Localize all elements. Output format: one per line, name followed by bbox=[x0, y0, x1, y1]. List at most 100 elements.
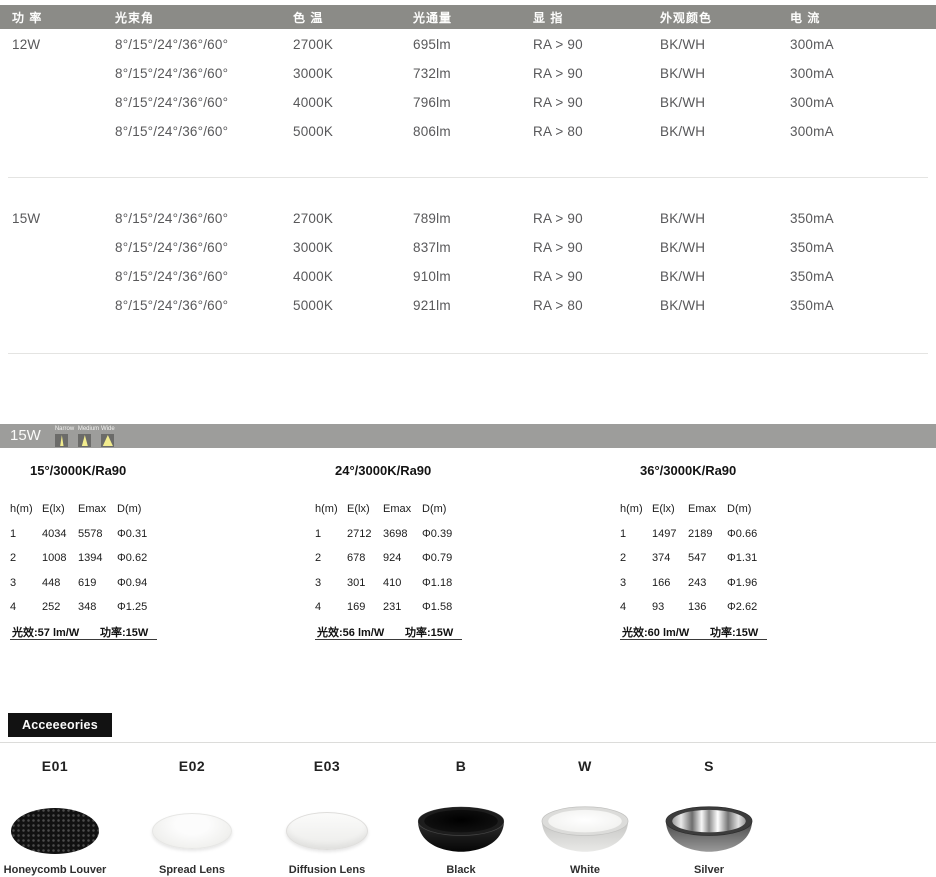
photometric-cell: 166 bbox=[652, 576, 671, 589]
table-row: 8°/15°/24°/36°/60° 4000K 910lm RA > 90 B… bbox=[0, 262, 936, 291]
photometric-cell: 1394 bbox=[78, 552, 103, 565]
cell-finish: BK/WH bbox=[660, 95, 706, 110]
photometric-header-cell: h(m) bbox=[315, 503, 338, 516]
cell-cri: RA > 80 bbox=[533, 298, 583, 313]
photometric-cell: Φ1.25 bbox=[117, 601, 148, 614]
photometric-header-cell: h(m) bbox=[10, 503, 33, 516]
photometric-footer: 光效:56 lm/W 功率:15W bbox=[315, 622, 462, 640]
photometric-cell: Φ1.18 bbox=[422, 576, 453, 589]
header-cell-current: 电 流 bbox=[790, 10, 821, 25]
cell-power: 12W bbox=[12, 37, 41, 52]
photometric-cell: Φ1.58 bbox=[422, 601, 453, 614]
spread-lens-image bbox=[152, 813, 232, 849]
cell-cct: 4000K bbox=[293, 269, 334, 284]
accessory-item-e01: E01 Honeycomb Louver bbox=[0, 752, 110, 876]
spec-table-header: 功 率 光束角 色 温 光通量 显 指 外观颜色 电 流 bbox=[0, 5, 936, 29]
photometric-cell: 169 bbox=[347, 601, 366, 614]
cell-cri: RA > 80 bbox=[533, 124, 583, 139]
cell-cri: RA > 90 bbox=[533, 240, 583, 255]
cell-current: 300mA bbox=[790, 95, 834, 110]
photometric-cell: 1 bbox=[10, 527, 17, 540]
photometric-header-cell: D(m) bbox=[727, 503, 752, 516]
accessory-item-e03: E03 Diffusion Lens bbox=[272, 752, 382, 876]
header-cell-finish: 外观颜色 bbox=[660, 10, 713, 25]
cell-cct: 2700K bbox=[293, 37, 334, 52]
medium-beam-icon: Medium bbox=[77, 426, 100, 448]
cell-cct: 2700K bbox=[293, 211, 334, 226]
cell-flux: 732lm bbox=[413, 66, 451, 81]
cell-beam-angle: 8°/15°/24°/36°/60° bbox=[115, 211, 229, 226]
photometric-cell: 301 bbox=[347, 576, 366, 589]
photometric-header-cell: E(lx) bbox=[42, 503, 65, 516]
power-band: 15W Narrow Medium Wide bbox=[0, 424, 936, 448]
beam-label: Medium bbox=[77, 426, 100, 432]
photometric-cell: Φ0.94 bbox=[117, 576, 148, 589]
header-cell-cri: 显 指 bbox=[533, 10, 564, 25]
cell-flux: 921lm bbox=[413, 298, 451, 313]
photometric-cell: 2189 bbox=[688, 527, 713, 540]
photometric-cell: 448 bbox=[42, 576, 61, 589]
photometric-footer: 光效:57 lm/W 功率:15W bbox=[10, 622, 157, 640]
photometric-header-cell: D(m) bbox=[422, 503, 447, 516]
cell-finish: BK/WH bbox=[660, 66, 706, 81]
accessory-code: E03 bbox=[313, 758, 341, 774]
black-reflector-image bbox=[417, 806, 505, 852]
photometric-header-cell: Emax bbox=[383, 503, 412, 516]
photometric-cell: Φ0.66 bbox=[727, 527, 758, 540]
photometric-cell: Φ1.31 bbox=[727, 552, 758, 565]
accessory-item-silver: S bbox=[654, 752, 764, 876]
cell-cct: 5000K bbox=[293, 298, 334, 313]
cell-finish: BK/WH bbox=[660, 37, 706, 52]
cell-current: 300mA bbox=[790, 124, 834, 139]
efficacy-label: 光效:56 lm/W bbox=[317, 627, 385, 639]
photometric-table-24deg: 24°/3000K/Ra90 h(m) E(lx) Emax D(m) 1 27… bbox=[315, 460, 467, 646]
header-cell-cct: 色 温 bbox=[293, 10, 324, 25]
cell-current: 350mA bbox=[790, 211, 834, 226]
accessory-code: E02 bbox=[178, 758, 206, 774]
table-row: 8°/15°/24°/36°/60° 3000K 732lm RA > 90 B… bbox=[0, 59, 936, 88]
cell-flux: 695lm bbox=[413, 37, 451, 52]
cell-cct: 5000K bbox=[293, 124, 334, 139]
photometric-cell: 4 bbox=[315, 601, 322, 614]
wide-beam-icon: Wide bbox=[101, 426, 115, 448]
accessory-caption: Silver bbox=[694, 864, 724, 876]
white-reflector-image bbox=[541, 806, 629, 852]
photometric-title: 36°/3000K/Ra90 bbox=[640, 463, 737, 478]
power-label: 功率:15W bbox=[710, 627, 759, 639]
photometric-cell: 374 bbox=[652, 552, 671, 565]
cell-finish: BK/WH bbox=[660, 211, 706, 226]
photometric-cell: Φ2.62 bbox=[727, 601, 758, 614]
accessory-caption: Black bbox=[446, 864, 476, 876]
photometric-header-cell: Emax bbox=[688, 503, 717, 516]
photometric-cell: 1 bbox=[620, 527, 627, 540]
cell-cct: 4000K bbox=[293, 95, 334, 110]
accessory-caption: Honeycomb Louver bbox=[3, 864, 107, 876]
photometric-cell: 348 bbox=[78, 601, 97, 614]
accessories-divider bbox=[0, 742, 936, 743]
photometric-cell: 1497 bbox=[652, 527, 677, 540]
table-row: 15W 8°/15°/24°/36°/60° 2700K 789lm RA > … bbox=[0, 204, 936, 233]
table-row: 8°/15°/24°/36°/60° 5000K 806lm RA > 80 B… bbox=[0, 117, 936, 146]
accessory-code: S bbox=[704, 758, 714, 774]
beam-label: Wide bbox=[101, 426, 115, 432]
divider bbox=[8, 177, 928, 178]
photometric-cell: 243 bbox=[688, 576, 707, 589]
photometric-cell: Φ0.62 bbox=[117, 552, 148, 565]
photometric-cell: 410 bbox=[383, 576, 402, 589]
photometric-header-cell: Emax bbox=[78, 503, 107, 516]
accessory-code: W bbox=[578, 758, 592, 774]
table-row: 8°/15°/24°/36°/60° 3000K 837lm RA > 90 B… bbox=[0, 233, 936, 262]
photometric-cell: 924 bbox=[383, 552, 402, 565]
cell-power: 15W bbox=[12, 211, 41, 226]
cell-finish: BK/WH bbox=[660, 269, 706, 284]
accessory-item-white: W White bbox=[530, 752, 640, 876]
photometric-cell: Φ0.39 bbox=[422, 527, 453, 540]
accessory-caption: Diffusion Lens bbox=[288, 864, 366, 876]
photometric-header-cell: E(lx) bbox=[347, 503, 370, 516]
cell-beam-angle: 8°/15°/24°/36°/60° bbox=[115, 37, 229, 52]
cell-flux: 910lm bbox=[413, 269, 451, 284]
accessory-code: B bbox=[455, 758, 467, 774]
cell-beam-angle: 8°/15°/24°/36°/60° bbox=[115, 269, 229, 284]
cell-beam-angle: 8°/15°/24°/36°/60° bbox=[115, 298, 229, 313]
cell-beam-angle: 8°/15°/24°/36°/60° bbox=[115, 66, 229, 81]
